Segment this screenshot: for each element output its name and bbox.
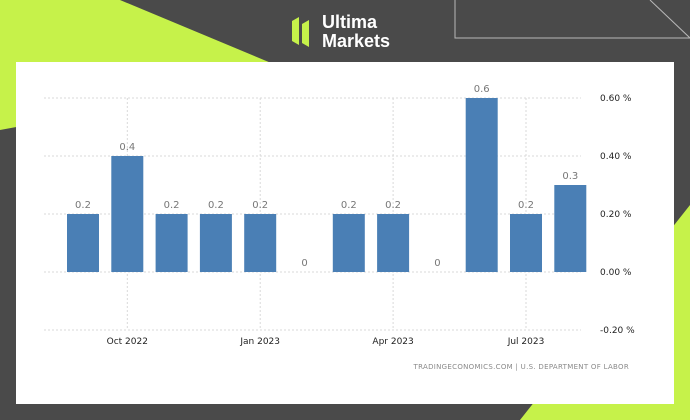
bar <box>199 214 232 272</box>
x-tick-label: Jul 2023 <box>507 337 545 347</box>
data-label: 0.6 <box>474 84 490 95</box>
brand-line-1: Ultima <box>322 12 378 32</box>
chart-card: 0.60 % 0.40 % 0.20 % 0.00 % -0.20 % Oct 2022 J… <box>16 62 674 404</box>
ultima-markets-logo-icon <box>292 17 309 47</box>
bar <box>155 214 188 272</box>
data-label: 0.2 <box>252 200 268 211</box>
brand-line-2: Markets <box>322 31 391 51</box>
decor-line <box>454 0 690 39</box>
source-note: TRADINGECONOMICS.COM | U.S. DEPARTMENT O… <box>413 363 629 371</box>
bar <box>111 156 144 272</box>
x-tick-label: Apr 2023 <box>372 337 413 347</box>
y-tick-label: -0.20 % <box>600 326 635 336</box>
data-label: 0.2 <box>208 200 224 211</box>
brand-logo: Ultima Markets <box>290 12 390 52</box>
x-tick-label: Jan 2023 <box>239 337 280 347</box>
data-label: 0 <box>301 258 307 269</box>
data-label: 0 <box>434 258 440 269</box>
data-label: 0.2 <box>385 200 401 211</box>
bar-chart: 0.60 % 0.40 % 0.20 % 0.00 % -0.20 % Oct 2022 J… <box>44 84 635 347</box>
bar <box>244 214 277 272</box>
data-label: 0.2 <box>75 200 91 211</box>
data-label: 0.4 <box>119 142 135 153</box>
y-tick-label: 0.20 % <box>600 210 632 220</box>
y-tick-label: 0.00 % <box>600 268 632 278</box>
x-tick-label: Oct 2022 <box>107 337 148 347</box>
brand-name: Ultima Markets <box>322 13 390 51</box>
data-label: 0.3 <box>562 171 578 182</box>
bar <box>377 214 410 272</box>
data-label: 0.2 <box>518 200 534 211</box>
bar <box>554 185 587 272</box>
data-label: 0.2 <box>164 200 180 211</box>
bar <box>465 98 498 272</box>
bar <box>510 214 542 272</box>
data-label: 0.2 <box>341 200 357 211</box>
y-tick-label: 0.60 % <box>600 94 632 104</box>
bar <box>332 214 365 272</box>
bar <box>67 214 99 272</box>
y-tick-label: 0.40 % <box>600 152 632 162</box>
decor-line-2 <box>649 0 690 39</box>
